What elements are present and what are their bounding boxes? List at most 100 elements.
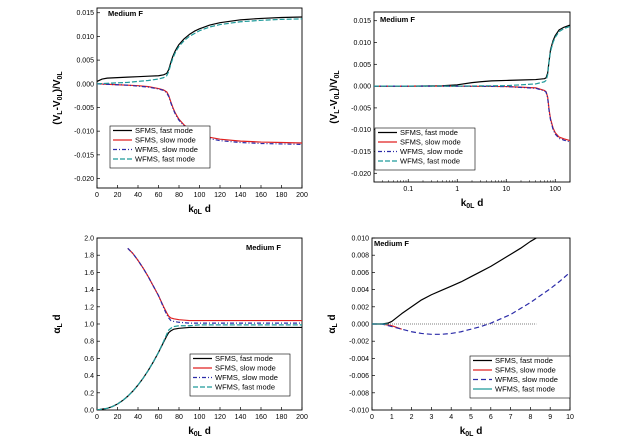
series-group: [97, 247, 302, 410]
chart-panel-1: 0 20 40 60 80 100 120 140 160 180 2000.0150.0100.0…: [52, 7, 308, 216]
legend-box: [469, 355, 571, 399]
y-tick-label: 0.008: [351, 253, 369, 260]
y-tick-label: 0.000: [76, 81, 94, 88]
y-tick-label: 0.005: [76, 58, 94, 65]
y-tick-label: -0.008: [349, 390, 369, 397]
chart-title: Medium F: [246, 243, 281, 252]
legend-label: WFMS, slow mode: [495, 375, 558, 384]
y-tick-label: -0.010: [74, 129, 94, 136]
y-tick-label: -0.010: [349, 408, 369, 415]
y-tick-label: 1.2: [84, 304, 94, 311]
chart-title: Medium F: [374, 239, 409, 248]
y-tick-label: -0.004: [349, 356, 369, 363]
series-line-4: [97, 324, 302, 410]
x-axis-label: k0L​ d: [461, 198, 484, 210]
x-tick-label: 20: [114, 414, 122, 421]
x-tick-label: 4: [449, 414, 453, 421]
x-axis: 0 20 40 60 80 100 120 140 160 180 200: [95, 185, 308, 199]
series-line-4: [374, 25, 570, 87]
y-tick-label: -0.005: [74, 105, 94, 112]
x-tick-label: 140: [235, 414, 247, 421]
x-tick-label: 80: [175, 414, 183, 421]
y-tick-label: -0.005: [351, 105, 371, 112]
y-tick-label: 1.8: [84, 253, 94, 260]
y-axis: 0.0 0.2 0.4 0.6 0.8 1.0 1.2 1.4 1.6 1.8 2.0: [84, 236, 100, 415]
legend-box: [109, 125, 211, 169]
y-tick-label: 0.010: [76, 34, 94, 41]
x-tick-label: 10: [566, 414, 574, 421]
y-tick-label: 0.010: [353, 40, 371, 47]
legend-box: [374, 127, 476, 171]
legend-label: SFMS, slow mode: [215, 364, 276, 373]
legend-label: SFMS, fast mode: [135, 126, 193, 135]
y-tick-label: 0.015: [353, 18, 371, 25]
x-tick-label: 9: [548, 414, 552, 421]
x-axis-label: k0L​ d: [460, 426, 483, 438]
x-tick-label: 3: [429, 414, 433, 421]
x-tick-label: 100: [194, 192, 206, 199]
series-line-4: [97, 18, 302, 85]
legend-label: WFMS, slow mode: [400, 147, 463, 156]
chart-title: Medium F: [108, 9, 143, 18]
x-tick-label: 180: [276, 192, 288, 199]
y-axis: 0.015 0.010 0.005 0.000 -0.005 -0.010 -0.015 -0…: [351, 18, 377, 178]
series-line-3: [127, 247, 302, 324]
y-tick-label: 0.006: [351, 270, 369, 277]
chart-panel-2: 0.1 1 10 100 0.015 0.010 0.005 0.000 -0.005 -0.01…: [329, 11, 571, 210]
legend-label: WFMS, fast mode: [495, 385, 555, 394]
y-tick-label: 0.015: [76, 10, 94, 17]
legend-label: SFMS, fast mode: [495, 356, 553, 365]
x-tick-label: 200: [296, 414, 308, 421]
y-axis-label: αL​ d: [52, 314, 64, 333]
x-tick-label: 0: [95, 192, 99, 199]
x-axis: 0.1 1 10 100: [373, 179, 571, 193]
x-tick-label: 0: [95, 414, 99, 421]
x-tick-label: 1: [390, 414, 394, 421]
x-tick-label: 180: [276, 414, 288, 421]
legend-label: SFMS, slow mode: [135, 136, 196, 145]
x-tick-label: 80: [175, 192, 183, 199]
legend-label: WFMS, slow mode: [135, 145, 198, 154]
x-axis-label: k0L​ d: [188, 204, 211, 216]
x-axis: 0 20 40 60 80 100 120 140 160 180 200: [95, 407, 308, 421]
y-tick-label: -0.006: [349, 373, 369, 380]
legend-label: SFMS, slow mode: [495, 366, 556, 375]
series-line-1: [97, 16, 302, 82]
x-tick-label: 0: [370, 414, 374, 421]
x-tick-label: 2: [410, 414, 414, 421]
series-group: [97, 16, 302, 146]
chart-panel-3: 0 20 40 60 80 100 120 140 160 180 2000.00.20.40.60…: [52, 236, 308, 439]
series-line-1: [374, 24, 570, 87]
series-line-3: [97, 83, 302, 146]
y-tick-label: 0.8: [84, 339, 94, 346]
x-tick-label: 20: [114, 192, 122, 199]
y-tick-label: 1.4: [84, 287, 94, 294]
y-tick-label: 0.002: [351, 304, 369, 311]
y-tick-label: -0.015: [351, 149, 371, 156]
y-axis: 0.015 0.010 0.005 0.000 -0.005 -0.010 -0.015 -0…: [74, 10, 100, 183]
x-tick-label: 40: [134, 192, 142, 199]
y-tick-label: 1.6: [84, 270, 94, 277]
y-axis-label: (VL​-V0L​)/V0L​: [329, 70, 341, 124]
y-tick-label: 0.4: [84, 373, 94, 380]
x-tick-label: 1: [455, 186, 459, 193]
y-axis-label: αL​ d: [327, 314, 339, 333]
x-axis: 0 1 2 3 4 5 6 7 8 9 10: [370, 407, 574, 421]
y-tick-label: 0.010: [351, 236, 369, 243]
legend-label: SFMS, slow mode: [400, 138, 461, 147]
legend-label: WFMS, fast mode: [400, 157, 460, 166]
y-tick-label: 1.0: [84, 322, 94, 329]
x-tick-label: 120: [214, 192, 226, 199]
legend-label: WFMS, fast mode: [135, 155, 195, 164]
chart-title: Medium F: [380, 15, 415, 24]
x-tick-label: 5: [469, 414, 473, 421]
x-tick-label: 60: [155, 414, 163, 421]
y-tick-label: 0.000: [353, 84, 371, 91]
series-line-1: [372, 238, 537, 325]
legend-label: SFMS, fast mode: [400, 128, 458, 137]
